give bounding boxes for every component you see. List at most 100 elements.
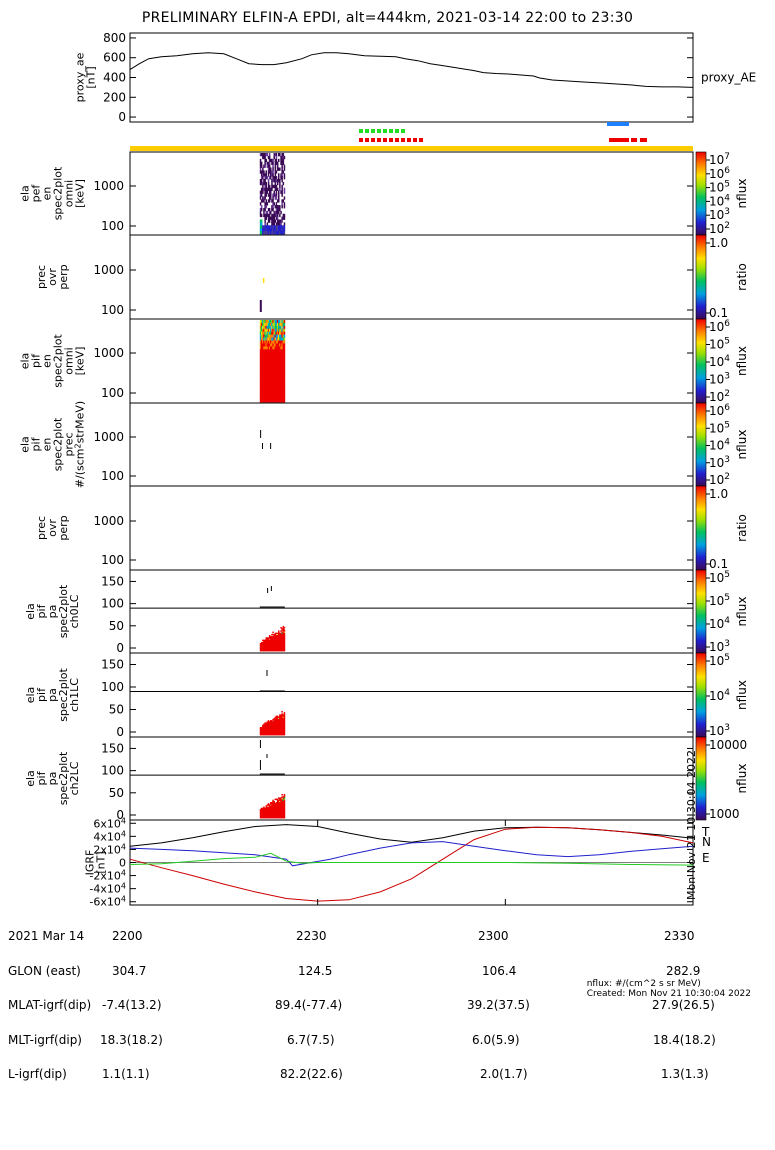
spectrogram-cell [261,443,263,449]
spectrogram-cell [266,639,269,642]
spectrogram-cell [280,648,282,651]
spectrogram-cell [259,167,262,171]
spectrogram-cell [282,803,285,805]
spectrogram-cell [283,173,286,177]
spectrogram-cell [283,811,286,813]
spectrogram-cell [278,328,280,333]
spectrogram-cell [281,193,283,197]
spectrogram-cell [259,393,262,397]
spectrogram-cell [274,732,277,735]
spectrogram-cell [283,384,286,388]
spectrogram-cell [271,199,273,203]
axis-label-line: en [41,438,54,452]
colorbar-tick-label: 103 [709,455,730,470]
spectrogram-cell [266,730,269,732]
spectrogram-cell [262,732,264,735]
spectrogram-cell [273,363,275,368]
spectrogram-cell [267,366,270,371]
spectrogram-cell [276,216,279,220]
spectrogram-cell [283,399,286,403]
spectrogram-cell [267,813,270,815]
spectrogram-cell [278,205,280,209]
spectrogram-cell [275,216,278,220]
spectrogram-cell [271,322,273,327]
spectrogram-cell [271,645,273,647]
spectrogram-cell [272,639,274,642]
spectrogram-cell [279,396,281,400]
spectrogram-cell [275,810,278,812]
spectrogram-cell [267,219,270,223]
spectrogram-cell [273,210,275,215]
spectrogram-cell [276,369,279,374]
spectrogram-cell [283,216,286,220]
spectrogram-cell [282,797,285,799]
spectrogram-cell [276,384,279,388]
spectrogram-cell [273,804,275,806]
spectrogram-cell [283,320,286,324]
spectrogram-cell [279,721,281,723]
spectrogram-cell [280,721,282,723]
spectrogram-cell [279,813,281,815]
spectrogram-cell [275,814,278,817]
panel-frame [129,402,694,487]
spectrogram-cell [276,800,279,803]
spectrogram-cell [274,322,277,327]
spectrogram-cell [276,812,279,814]
spectrogram-cell [265,644,267,646]
colorbar [695,402,707,487]
spectrogram-cell [276,719,279,721]
spectrogram-cell [280,349,282,353]
science-zone-segment [359,129,363,133]
spectrogram-cell [260,225,263,229]
spectrogram-cell [273,375,275,379]
colorbar-tick-label: 1000 [709,807,740,821]
spectrogram-cell [280,722,282,724]
spectrogram-cell [283,640,286,643]
spectrogram-cell [259,300,262,312]
spectrogram-cell [271,730,273,732]
spectrogram-cell [271,399,273,403]
spectrogram-cell [281,732,283,735]
spectrogram-cell [259,358,262,362]
spectrogram-cell [279,358,281,362]
spectrogram-cell [275,722,278,724]
spectrogram-cell [259,369,262,374]
spectrogram-cell [279,641,281,644]
spectrogram-cell [262,728,264,730]
colorbar [695,234,707,320]
spectrogram-cell [280,732,282,735]
spectrogram-cell [260,352,263,356]
spectrogram-cell [282,796,285,798]
spectrogram-cell [273,228,275,232]
spectrogram-cell [271,644,273,646]
spectrogram-cell [262,225,264,229]
spectrogram-cell [274,340,277,344]
footer-value: 18.4(18.2) [653,1032,716,1047]
spectrogram-cell [268,647,271,650]
spectrogram-cell [272,161,274,165]
spectrogram-cell [270,322,272,327]
spectrogram-cell [259,331,262,335]
spectrogram-cell [267,184,270,189]
spectrogram-cell [268,213,271,218]
spectrogram-cell [279,219,281,223]
spectrogram-cell [268,640,271,643]
spectrogram-cell [280,361,282,365]
spectrogram-cell [283,803,286,805]
spectrogram-cell [280,155,282,160]
spectrogram-cell [263,369,265,374]
spectrogram-cell [259,727,262,729]
spectrogram-cell [271,811,273,813]
spectrogram-cell [272,729,274,731]
spectrogram-cell [264,187,266,191]
spectrogram-cell [273,387,275,391]
spectrogram-cell [259,381,262,385]
spectrogram-cell [267,803,270,805]
panel-frame [129,151,694,236]
spectrogram-cell [279,636,281,638]
spectrogram-cell [283,798,286,801]
spectrogram-cell [259,170,262,174]
spectrogram-cell [267,322,270,327]
spectrogram-cell [274,805,277,807]
spectrogram-cell [275,179,278,183]
